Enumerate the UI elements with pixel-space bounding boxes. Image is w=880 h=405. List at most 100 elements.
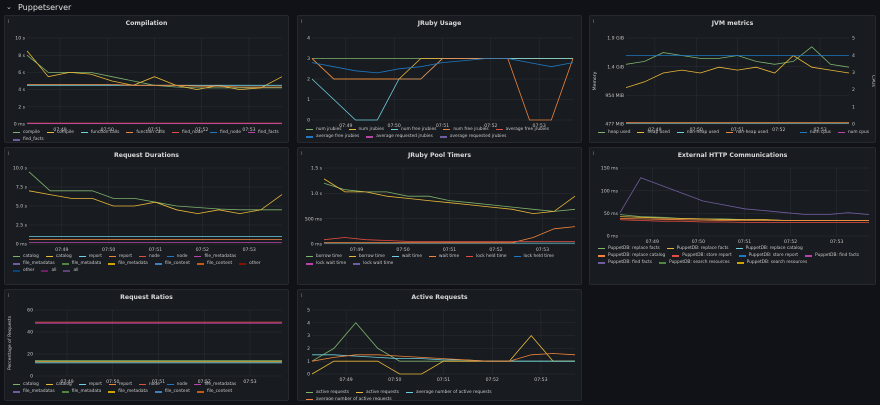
- info-icon[interactable]: i: [301, 19, 303, 25]
- legend-item[interactable]: find_facts: [248, 129, 279, 136]
- legend-label: catalog: [23, 254, 39, 259]
- legend-item[interactable]: file_content: [154, 388, 190, 395]
- legend-item[interactable]: node: [139, 253, 160, 260]
- legend-item[interactable]: PuppetDB: store report: [738, 252, 798, 259]
- legend-item[interactable]: file_content: [196, 388, 232, 395]
- legend-item[interactable]: num jrubies: [306, 126, 342, 133]
- legend-item[interactable]: file_metadata: [61, 388, 101, 395]
- legend-item[interactable]: function calls: [80, 129, 119, 136]
- legend-item[interactable]: PuppetDB: store report: [672, 252, 732, 259]
- legend-item[interactable]: num jrubies: [348, 126, 384, 133]
- panel-active-requests[interactable]: i Active Requests 5 4 3 2 1 0 07:49 07:50 07:51 0…: [297, 289, 582, 401]
- chart-request-durations: 10.0 s 7.5 s 5.0 s 2.5 s 0 ms 07:49 07:50 07:51…: [13, 166, 283, 253]
- legend-item[interactable]: heap used: [637, 129, 670, 136]
- legend-item[interactable]: compile: [13, 129, 40, 136]
- panel-request-durations[interactable]: i Request Durations 10.0 s 7.5 s 5.0 s 2.5 …: [4, 147, 289, 285]
- legend-item[interactable]: report: [78, 381, 102, 388]
- legend-item[interactable]: file_metadata: [61, 260, 101, 267]
- legend-item[interactable]: report: [108, 253, 132, 260]
- legend-item[interactable]: function calls: [126, 129, 165, 136]
- legend-item[interactable]: file_content: [196, 260, 232, 267]
- panel-jvm-metrics[interactable]: i JVM metrics 1.9 GiB 1.4 GiB 954 MiB 477 M…: [589, 15, 876, 143]
- legend-item[interactable]: other: [239, 260, 261, 267]
- y2-tick-label: 2: [852, 87, 855, 93]
- legend-item[interactable]: catalog: [45, 381, 72, 388]
- info-icon[interactable]: i: [301, 151, 303, 157]
- legend-item[interactable]: average number of active requests: [406, 389, 492, 396]
- legend-item[interactable]: num cpus: [837, 129, 869, 136]
- legend-item[interactable]: lock wait time: [353, 260, 393, 267]
- legend-item[interactable]: wait time: [428, 253, 459, 260]
- legend-item[interactable]: non-heap used: [676, 129, 719, 136]
- legend-item[interactable]: catalog: [45, 253, 72, 260]
- legend-item[interactable]: all: [63, 267, 79, 274]
- legend-item[interactable]: active requests: [356, 389, 399, 396]
- info-icon[interactable]: i: [8, 151, 10, 157]
- legend-item[interactable]: node: [139, 381, 160, 388]
- legend-item[interactable]: find_facts: [13, 136, 44, 142]
- legend-item[interactable]: report: [108, 381, 132, 388]
- legend-item[interactable]: num free jrubies: [391, 126, 436, 133]
- legend-item[interactable]: all: [41, 267, 56, 274]
- legend-item[interactable]: PuppetDB: replace facts: [666, 245, 729, 252]
- chevron-down-icon[interactable]: ⌄: [6, 3, 12, 11]
- legend-item[interactable]: PuppetDB: replace facts: [598, 245, 660, 252]
- legend-item[interactable]: wait time: [391, 253, 422, 260]
- legend-item[interactable]: PuppetDB: replace catalog: [735, 245, 803, 252]
- legend-item[interactable]: borrow time: [348, 253, 385, 260]
- legend-item[interactable]: PuppetDB: find facts: [598, 259, 652, 266]
- legend-item[interactable]: file_metadata: [108, 260, 148, 267]
- legend-item[interactable]: PuppetDB: search resources: [736, 259, 807, 266]
- legend-swatch: [598, 247, 605, 250]
- legend-item[interactable]: average requested jrubies: [439, 133, 506, 140]
- legend-item[interactable]: PuppetDB: search resources: [659, 259, 730, 266]
- x-tick-label: 07:49: [60, 379, 73, 385]
- legend-item[interactable]: node: [166, 253, 187, 260]
- info-icon[interactable]: i: [593, 151, 595, 157]
- y-tick-label: 6 s: [18, 70, 25, 76]
- info-icon[interactable]: i: [8, 293, 10, 299]
- legend-item[interactable]: file_metadatas: [194, 381, 236, 388]
- legend-item[interactable]: non-heap used: [725, 129, 768, 136]
- legend-item[interactable]: borrow time: [306, 253, 342, 260]
- panel-jruby-usage[interactable]: i JRuby Usage 4 3 2 1 0 07:49 07:50 07:51 07:52 0…: [297, 15, 582, 143]
- legend-item[interactable]: file_content: [154, 260, 190, 267]
- legend-item[interactable]: PuppetDB: find facts: [805, 252, 859, 259]
- legend-item[interactable]: file_metadatas: [194, 253, 236, 260]
- legend-item[interactable]: active requests: [306, 389, 349, 396]
- legend-item[interactable]: lock wait time: [306, 260, 346, 267]
- x-tick-label: 07:49: [339, 123, 352, 129]
- legend-item[interactable]: PuppetDB: replace catalog: [598, 252, 665, 259]
- legend-swatch: [13, 131, 20, 134]
- legend-item[interactable]: lock held time: [513, 253, 554, 260]
- legend-item[interactable]: file_metadatas: [13, 388, 55, 395]
- legend-item[interactable]: report: [78, 253, 102, 260]
- legend-item[interactable]: heap used: [598, 129, 630, 136]
- legend-item[interactable]: other: [13, 267, 34, 274]
- legend-item[interactable]: compile: [46, 129, 74, 136]
- legend-item[interactable]: find_node: [171, 129, 203, 136]
- legend-item[interactable]: average number of active requests: [306, 396, 392, 400]
- legend-item[interactable]: catalog: [13, 381, 39, 388]
- info-icon[interactable]: i: [593, 19, 595, 25]
- panel-request-ratios[interactable]: i Request Ratios 60 40 20 0 Percentage of Re…: [4, 289, 289, 401]
- legend-item[interactable]: average free jrubies: [306, 133, 359, 140]
- legend-item[interactable]: num free jrubies: [443, 126, 489, 133]
- legend-item[interactable]: catalog: [13, 253, 39, 260]
- legend-item[interactable]: file_metadata: [108, 388, 148, 395]
- legend-item[interactable]: average requested jrubies: [366, 133, 433, 140]
- row-header-puppetserver[interactable]: ⌄ Puppetserver: [0, 0, 880, 14]
- legend-item[interactable]: average free jrubies: [495, 126, 549, 133]
- panel-external-http[interactable]: i External HTTP Communications 150 ms 100…: [589, 147, 876, 285]
- legend-item[interactable]: find_node: [210, 129, 241, 136]
- legend-item[interactable]: num cpus: [799, 129, 831, 136]
- panel-compilation[interactable]: i Compilation 10 s 8 s 6 s 4 s 2 s 0 ms 07:49 0…: [4, 15, 289, 143]
- info-icon[interactable]: i: [8, 19, 10, 25]
- legend-item[interactable]: lock held time: [466, 253, 507, 260]
- legend-swatch: [248, 131, 256, 134]
- legend-item[interactable]: node: [166, 381, 187, 388]
- x-tick-label: 07:53: [813, 127, 826, 133]
- panel-jruby-pool-timers[interactable]: i JRuby Pool Timers 1.5 s 1.0 s 500 ms 0 ms…: [297, 147, 582, 285]
- info-icon[interactable]: i: [301, 293, 303, 299]
- legend-item[interactable]: file_metadatas: [13, 260, 55, 267]
